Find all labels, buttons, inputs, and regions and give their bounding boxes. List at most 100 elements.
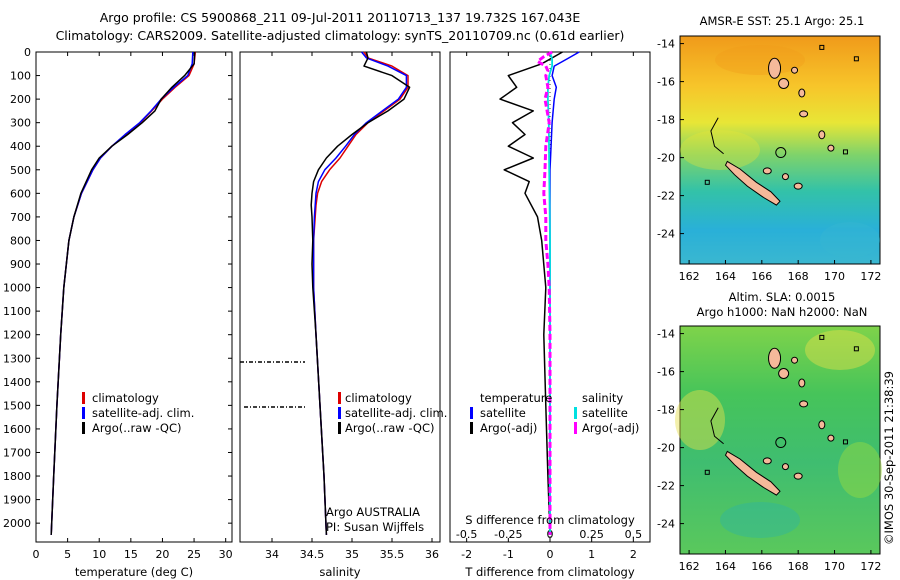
legend-climatology-2: climatology [345,391,412,405]
sst-map-title: AMSR-E SST: 25.1 Argo: 25.1 [700,14,865,28]
temperature-panel: 0100200300400500600700800900100011001200… [3,46,650,579]
float-position-marker [775,147,787,159]
lat-tick-label: -24 [657,228,675,241]
lat-tick-label: -18 [657,114,675,127]
island [778,368,790,379]
temperature-legend: climatology satellite-adj. clim. Argo(..… [82,391,194,435]
s-diff-title: S difference from climatology [465,513,635,527]
lat-tick-label: -16 [657,366,675,379]
imos-stamp: ©IMOS 30-Sep-2011 21:38:39 [882,371,896,545]
profile-line-3 [50,51,196,535]
salinity-axis-ticks: 34 34.5 35 35.5 36 [265,52,439,561]
depth-tick-label: 600 [10,187,31,200]
legend-salinity-heading: salinity [582,391,623,405]
salinity-legend: climatology satellite-adj. clim. Argo(..… [338,391,447,435]
x-tick-label: 34.5 [300,548,325,561]
title-line-1: Argo profile: CS 5900868_211 09-Jul-2011… [100,10,581,25]
lat-tick-label: -20 [657,152,675,165]
depth-tick-label: 1500 [3,399,31,412]
lon-tick-label: 170 [824,270,845,283]
float-position-marker-2 [775,437,787,449]
x-tick-label: -1 [503,548,514,561]
profile-line-2 [499,51,563,535]
temperature-profiles [50,51,197,535]
depth-tick-label: 1200 [3,329,31,342]
lon-tick-label: 166 [751,270,772,283]
island [778,78,790,89]
depth-tick-label: 1800 [3,470,31,483]
depth-tick-label: 900 [10,258,31,271]
lat-tick-label: -18 [657,404,675,417]
sst-map-coastline [704,44,859,206]
depth-tick-label: 400 [10,140,31,153]
temperature-xlabel: temperature (deg C) [75,565,193,579]
x-tick-label: 25 [187,548,201,561]
island [768,57,782,79]
island [724,160,781,206]
island [793,472,803,480]
island [798,378,806,388]
s-diff-tick-label: -0.5 [456,528,477,541]
difference-legend: temperature satellite Argo(-adj) salinit… [470,391,639,435]
island [818,420,826,430]
reef-outline [819,44,825,50]
x-tick-label: 0 [33,548,40,561]
sla-map-ticks: 162 164 166 168 170 172 -14 -16 -18 -20 -22 -24 [657,328,881,573]
lat-tick-label: -14 [657,328,675,341]
legend-t-satellite: satellite [480,406,526,420]
profile-line-4 [536,50,553,535]
x-tick-label: 35 [345,548,359,561]
island [818,130,826,140]
x-tick-label: 35.5 [380,548,405,561]
sla-map: Altim. SLA: 0.0015 Argo h1000: NaN h2000… [657,290,882,573]
lon-tick-label: 162 [679,270,700,283]
island [827,434,835,442]
reef-outline [853,56,859,62]
depth-tick-label: 1400 [3,376,31,389]
x-tick-label: 15 [124,548,138,561]
depth-tick-label: 1000 [3,282,31,295]
float-owner: Argo AUSTRALIA [326,505,420,519]
legend-satellite-adj-2: satellite-adj. clim. [345,406,447,420]
x-tick-label: 5 [64,548,71,561]
x-tick-label: -2 [461,548,472,561]
island [798,88,806,98]
sst-map-ticks: 162 164 166 168 170 172 -14 -16 -18 -20 -22 -24 [657,38,881,283]
legend-t-argo: Argo(-adj) [480,421,537,435]
reef-outline [819,334,825,340]
s-diff-tick-label: 0.25 [579,528,604,541]
island [762,167,772,175]
lon-tick-label: 166 [751,560,772,573]
bad-qc-markers [240,361,305,408]
x-tick-label: 10 [92,548,106,561]
island [791,66,799,74]
island [781,463,789,471]
difference-profiles [499,50,580,535]
lat-tick-label: -22 [657,190,675,203]
reef-outline [710,407,724,445]
depth-tick-label: 700 [10,211,31,224]
t-diff-axis-ticks: -2 -1 0 1 2 [461,52,637,561]
s-diff-tick-label: 0.5 [625,528,643,541]
island [724,450,781,496]
salinity-profiles [310,51,411,535]
salinity-xlabel: salinity [319,565,360,579]
depth-tick-label: 1700 [3,446,31,459]
salinity-panel: 34 34.5 35 35.5 36 salinity climatology sate… [239,51,447,579]
island [827,144,835,152]
float-pi: PI: Susan Wijffels [326,520,424,534]
sla-map-title-2: Argo h1000: NaN h2000: NaN [697,305,868,319]
island [768,347,782,369]
reef-outline [704,469,710,475]
x-tick-label: 36 [425,548,439,561]
island [762,457,772,465]
lon-tick-label: 162 [679,560,700,573]
reef-outline [842,439,848,445]
x-tick-label: 30 [219,548,233,561]
legend-s-argo: Argo(-adj) [582,421,639,435]
x-tick-label: 2 [630,548,637,561]
profile-line-3 [310,51,411,535]
x-tick-label: 20 [155,548,169,561]
legend-temperature-heading: temperature [480,391,552,405]
